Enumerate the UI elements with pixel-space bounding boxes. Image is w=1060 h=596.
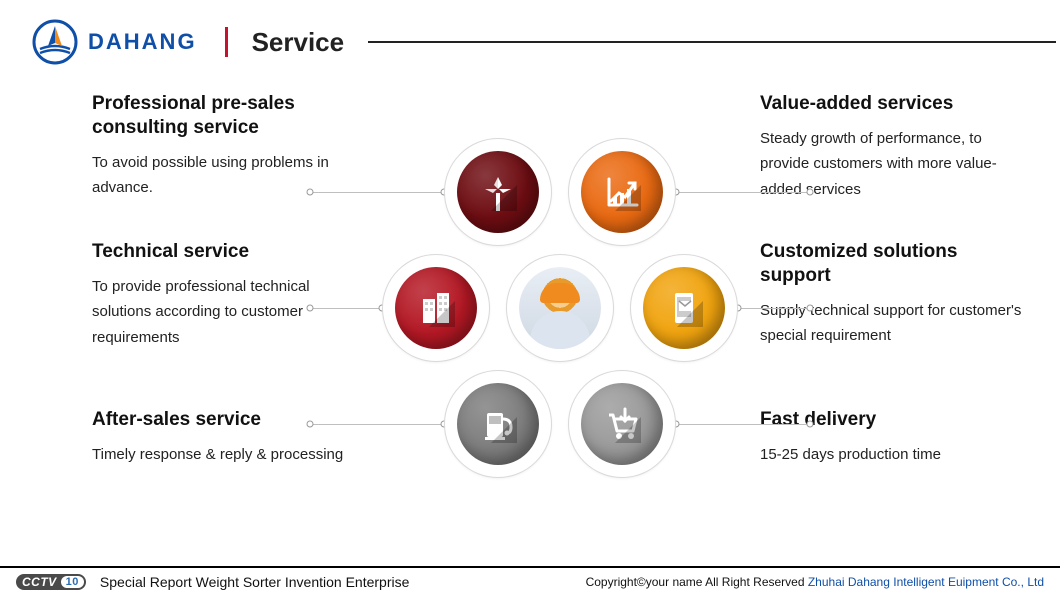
footer-right: Copyright©your name All Right Reserved Z… bbox=[586, 575, 1044, 589]
windmill-icon bbox=[457, 151, 539, 233]
connector-dot bbox=[807, 189, 814, 196]
service-node-delivery bbox=[568, 370, 676, 478]
header: DAHANG Service bbox=[0, 18, 1060, 66]
cctv-badge: CCTV 10 bbox=[16, 574, 86, 590]
connector-dot bbox=[307, 189, 314, 196]
brand-logo-icon bbox=[32, 19, 78, 65]
connector-line bbox=[676, 424, 810, 425]
cctv-badge-text: CCTV bbox=[22, 575, 57, 589]
service-body: 15-25 days production time bbox=[760, 442, 941, 468]
service-node-aftersales bbox=[444, 370, 552, 478]
service-node-presales bbox=[444, 138, 552, 246]
device-mail-icon bbox=[643, 267, 725, 349]
service-title: After-sales service bbox=[92, 408, 343, 432]
fuel-pump-icon bbox=[457, 383, 539, 465]
cctv-badge-number: 10 bbox=[61, 576, 84, 588]
worker-photo bbox=[519, 267, 601, 349]
service-body: To provide professional technical soluti… bbox=[92, 274, 362, 351]
header-divider bbox=[225, 27, 228, 57]
service-title: Professional pre-sales consulting servic… bbox=[92, 92, 362, 140]
service-node-center bbox=[506, 254, 614, 362]
connector-line bbox=[676, 192, 810, 193]
service-title: Value-added services bbox=[760, 92, 1030, 116]
service-block-right-2: Fast delivery 15-25 days production time bbox=[760, 408, 941, 467]
footer-copyright: Copyright©your name All Right Reserved bbox=[586, 575, 808, 589]
service-title: Fast delivery bbox=[760, 408, 941, 432]
connector-dot bbox=[307, 421, 314, 428]
footer-left-text: Special Report Weight Sorter Invention E… bbox=[100, 574, 409, 590]
stage: Professional pre-sales consulting servic… bbox=[0, 76, 1060, 560]
service-body: Supply technical support for customer's … bbox=[760, 298, 1030, 349]
service-block-left-2: After-sales service Timely response & rep… bbox=[92, 408, 343, 467]
header-rule bbox=[368, 41, 1056, 43]
service-block-left-1: Technical service To provide professional… bbox=[92, 240, 362, 350]
service-block-left-0: Professional pre-sales consulting servic… bbox=[92, 92, 362, 201]
logo-block: DAHANG bbox=[0, 19, 217, 65]
brand-name: DAHANG bbox=[88, 29, 197, 55]
connector-dot bbox=[807, 421, 814, 428]
service-block-right-0: Value-added services Steady growth of per… bbox=[760, 92, 1030, 202]
cart-download-icon bbox=[581, 383, 663, 465]
footer-company: Zhuhai Dahang Intelligent Euipment Co., … bbox=[808, 575, 1044, 589]
service-node-valueadd bbox=[568, 138, 676, 246]
service-node-technical bbox=[382, 254, 490, 362]
service-body: Steady growth of performance, to provide… bbox=[760, 126, 1030, 203]
connector-dot bbox=[807, 305, 814, 312]
service-title: Technical service bbox=[92, 240, 362, 264]
service-block-right-1: Customized solutions support Supply techn… bbox=[760, 240, 1030, 349]
service-title: Customized solutions support bbox=[760, 240, 1030, 288]
service-node-custom bbox=[630, 254, 738, 362]
growth-chart-icon bbox=[581, 151, 663, 233]
worker-photo-icon bbox=[519, 267, 601, 349]
page-title: Service bbox=[252, 27, 345, 58]
connector-dot bbox=[307, 305, 314, 312]
connector-line bbox=[310, 424, 444, 425]
service-body: Timely response & reply & processing bbox=[92, 442, 343, 468]
connector-line bbox=[310, 192, 444, 193]
footer: CCTV 10 Special Report Weight Sorter Inv… bbox=[0, 566, 1060, 596]
buildings-icon bbox=[395, 267, 477, 349]
connector-line bbox=[738, 308, 810, 309]
connector-line bbox=[310, 308, 382, 309]
